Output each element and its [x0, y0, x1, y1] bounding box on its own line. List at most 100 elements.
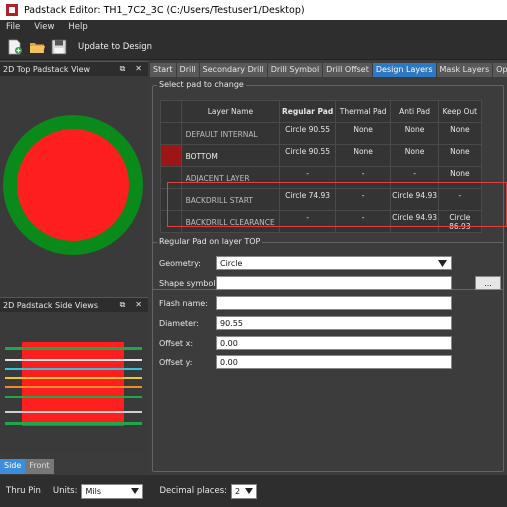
tab-secondary-drill[interactable]: Secondary Drill: [199, 63, 267, 77]
decimal-places-label: Decimal places:: [159, 486, 227, 496]
thermal-pad-cell[interactable]: None: [334, 122, 392, 145]
shape-symbol-label: Shape symbol:: [159, 279, 219, 288]
layer-line-green-top: [5, 347, 142, 350]
menu-file[interactable]: File: [6, 22, 21, 32]
top-view-title: 2D Top Padstack View: [3, 64, 91, 74]
table-row[interactable]: BACKDRILL CLEARANCE - - Circle 94.93 Cir…: [160, 210, 483, 233]
top-view-title-bar: 2D Top Padstack View ⧉ ✕: [0, 61, 148, 76]
layer-name[interactable]: ADJACENT LAYER: [180, 166, 281, 189]
regular-pad-group: Regular Pad on layer TOP Geometry: Circl…: [152, 237, 504, 472]
geometry-label: Geometry:: [159, 259, 202, 268]
window-title: Padstack Editor: TH1_7C2_3C (C:/Users/Te…: [24, 4, 305, 16]
decimal-places-value: 2: [235, 486, 241, 496]
thermal-pad-cell[interactable]: None: [334, 144, 392, 167]
geometry-select[interactable]: Circle: [216, 256, 452, 270]
undock-icon[interactable]: ⧉: [119, 64, 126, 73]
menu-help[interactable]: Help: [68, 22, 88, 32]
regular-pad-title: Regular Pad on layer TOP: [157, 237, 263, 246]
units-label: Units:: [52, 486, 78, 496]
tab-start[interactable]: Start: [150, 63, 176, 77]
close-icon[interactable]: ✕: [135, 64, 142, 73]
units-select[interactable]: Mils: [81, 483, 144, 499]
keep-out-cell[interactable]: None: [437, 144, 483, 167]
close-icon[interactable]: ✕: [135, 300, 142, 309]
open-folder-icon[interactable]: [28, 38, 46, 56]
select-pad-group: Select pad to change Layer Name Regular …: [152, 80, 507, 290]
offset-y-field[interactable]: 0.00: [216, 355, 452, 369]
layers-table: Layer Name Regular Pad Thermal Pad Anti …: [160, 100, 483, 233]
thru-pin-label: Thru Pin: [6, 486, 41, 496]
geometry-value: Circle: [220, 258, 243, 268]
tab-front[interactable]: Front: [25, 459, 54, 474]
decimal-places-select[interactable]: 2: [231, 483, 257, 499]
chevron-down-icon: [131, 487, 140, 494]
title-bar: Padstack Editor: TH1_7C2_3C (C:/Users/Te…: [0, 0, 507, 20]
offset-x-label: Offset x:: [159, 339, 194, 348]
save-icon[interactable]: [50, 38, 68, 56]
side-view-canvas: [5, 342, 142, 426]
regular-pad-cell[interactable]: Circle 90.55: [279, 144, 336, 167]
layer-line-orange: [5, 386, 142, 388]
offset-x-field[interactable]: 0.00: [216, 336, 452, 350]
left-panel: 2D Top Padstack View ⧉ ✕ 2D Padstack Sid…: [0, 61, 148, 474]
layer-line-green-mid: [5, 396, 142, 398]
tab-drill-symbol[interactable]: Drill Symbol: [267, 63, 323, 77]
anti-pad-cell[interactable]: Circle 94.93: [390, 210, 439, 233]
tab-mask-layers[interactable]: Mask Layers: [436, 63, 493, 77]
undock-icon[interactable]: ⧉: [119, 300, 126, 309]
tab-options[interactable]: Options: [493, 63, 507, 77]
padstack-app-icon: [6, 4, 18, 16]
top-padstack-view: [0, 76, 148, 297]
regular-pad-circle: [17, 129, 129, 241]
flash-name-field[interactable]: [216, 296, 452, 310]
backdrill-highlight-box: [167, 182, 507, 227]
header-regular-pad: Regular Pad: [279, 100, 336, 123]
menu-view[interactable]: View: [34, 22, 55, 32]
layer-line-green-bottom: [5, 422, 142, 425]
layer-swatch: [160, 122, 182, 145]
update-to-design-button[interactable]: Update to Design: [78, 41, 153, 52]
chevron-down-icon: [438, 260, 447, 267]
table-row[interactable]: BOTTOM Circle 90.55 None None None: [160, 144, 483, 167]
select-pad-title: Select pad to change: [157, 80, 246, 89]
header-layer-name: Layer Name: [180, 100, 281, 123]
tab-strip: Start Drill Secondary Drill Drill Symbol…: [150, 61, 507, 77]
flash-name-label: Flash name:: [159, 299, 208, 308]
bottom-bar: Thru Pin Units: Mils Decimal places: 2: [0, 475, 507, 507]
anti-pad-cell[interactable]: None: [390, 122, 439, 145]
browse-shape-button[interactable]: ...: [475, 276, 501, 290]
side-view-title-bar: 2D Padstack Side Views ⧉ ✕: [0, 297, 148, 312]
toolbar: Update to Design: [0, 34, 507, 60]
keep-out-cell[interactable]: None: [437, 122, 483, 145]
layer-line-white: [5, 359, 142, 361]
tab-drill[interactable]: Drill: [176, 63, 199, 77]
layer-name[interactable]: BOTTOM: [180, 144, 281, 167]
layer-name[interactable]: BACKDRILL CLEARANCE: [180, 210, 281, 233]
header-keep-out: Keep Out: [437, 100, 483, 123]
side-padstack-view: [0, 312, 148, 452]
drill-body: [22, 342, 124, 426]
new-file-icon[interactable]: [6, 38, 24, 56]
diameter-field[interactable]: 90.55: [216, 316, 452, 330]
table-row[interactable]: DEFAULT INTERNAL Circle 90.55 None None …: [160, 122, 483, 145]
shape-symbol-field[interactable]: [216, 276, 452, 290]
tab-design-layers[interactable]: Design Layers: [372, 63, 436, 77]
side-view-title: 2D Padstack Side Views: [3, 300, 99, 310]
offset-y-label: Offset y:: [159, 358, 193, 367]
chevron-down-icon: [245, 487, 253, 494]
menu-bar: File View Help: [0, 20, 507, 34]
layer-swatch-bottom: [160, 144, 182, 167]
table-header-row: Layer Name Regular Pad Thermal Pad Anti …: [160, 100, 483, 123]
layer-name[interactable]: DEFAULT INTERNAL: [180, 122, 281, 145]
layer-line-cyan: [5, 368, 142, 370]
tab-side[interactable]: Side: [0, 459, 26, 474]
layer-line-white-low: [5, 411, 142, 413]
layer-line-yellow: [5, 377, 142, 379]
header-thermal-pad: Thermal Pad: [334, 100, 392, 123]
anti-pad-cell[interactable]: None: [390, 144, 439, 167]
regular-pad-cell[interactable]: Circle 90.55: [279, 122, 336, 145]
tab-drill-offset[interactable]: Drill Offset: [323, 63, 372, 77]
table-row[interactable]: BACKDRILL START Circle 74.93 - Circle 94…: [160, 188, 483, 211]
side-view-tabs: Side Front: [0, 459, 54, 474]
units-value: Mils: [85, 486, 101, 496]
